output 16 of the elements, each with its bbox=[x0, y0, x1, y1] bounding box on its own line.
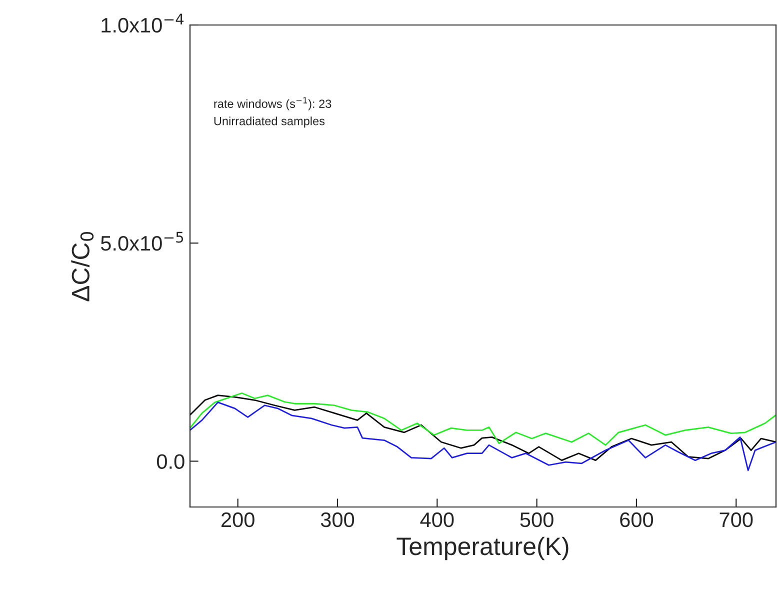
line-series bbox=[190, 402, 776, 472]
y-tick-label: 0.0 bbox=[156, 454, 184, 469]
annotation: rate windows (s$^{−1}$): 23 bbox=[214, 97, 332, 110]
x-tick-label: 600 bbox=[620, 512, 654, 528]
x-axis-title: Temperature(K) bbox=[396, 536, 568, 560]
line-series bbox=[190, 392, 776, 446]
x-tick-label: 300 bbox=[320, 512, 354, 528]
x-tick-label: 700 bbox=[720, 512, 753, 528]
x-tick-label: 200 bbox=[222, 512, 254, 528]
annotation: Unirradiated samples bbox=[214, 116, 325, 128]
x-tick-label: 400 bbox=[420, 512, 454, 528]
line-series bbox=[190, 394, 776, 462]
y-tick-label: 1.0x10$^{−4}$ bbox=[102, 14, 184, 33]
y-axis-title: ΔC/C$_{0}$ bbox=[71, 232, 94, 302]
x-tick-label: 500 bbox=[520, 512, 554, 528]
y-tick-label: 5.0x10$^{−5}$ bbox=[100, 232, 184, 251]
